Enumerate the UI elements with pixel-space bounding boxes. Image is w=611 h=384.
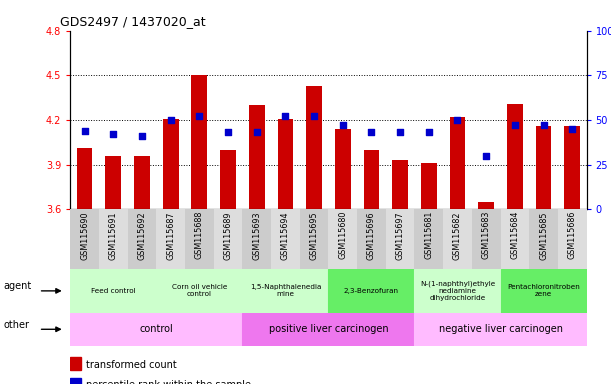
Point — [280, 113, 290, 119]
Bar — [421, 163, 437, 209]
Point — [166, 117, 175, 123]
Text: GSM115681: GSM115681 — [424, 211, 433, 260]
Point — [453, 117, 463, 123]
Text: GSM115687: GSM115687 — [166, 211, 175, 260]
Text: negative liver carcinogen: negative liver carcinogen — [439, 324, 563, 334]
Point — [568, 126, 577, 132]
Point — [194, 113, 204, 119]
Text: positive liver carcinogen: positive liver carcinogen — [269, 324, 388, 334]
Point — [539, 122, 549, 128]
Text: Feed control: Feed control — [91, 288, 136, 294]
Bar — [472, 209, 500, 269]
Text: percentile rank within the sample: percentile rank within the sample — [86, 381, 251, 384]
Text: GSM115688: GSM115688 — [195, 211, 204, 260]
Text: N-(1-naphthyl)ethyle
nediamine
dihydrochloride: N-(1-naphthyl)ethyle nediamine dihydroch… — [420, 281, 495, 301]
Bar — [386, 209, 414, 269]
Text: GSM115689: GSM115689 — [224, 211, 233, 260]
Point — [481, 153, 491, 159]
Bar — [392, 160, 408, 209]
Bar — [156, 209, 185, 269]
Bar — [214, 209, 243, 269]
Bar — [243, 313, 414, 346]
Text: other: other — [4, 320, 29, 330]
Bar — [529, 209, 558, 269]
Bar — [128, 209, 156, 269]
Bar — [500, 209, 529, 269]
Point — [338, 122, 348, 128]
Bar — [134, 156, 150, 209]
Text: GSM115691: GSM115691 — [109, 211, 118, 260]
Text: GSM115694: GSM115694 — [281, 211, 290, 260]
Bar — [335, 129, 351, 209]
Point — [108, 131, 118, 137]
Bar — [243, 269, 328, 313]
Bar — [536, 126, 551, 209]
Bar — [70, 378, 81, 384]
Bar — [414, 269, 500, 313]
Text: GSM115682: GSM115682 — [453, 211, 462, 260]
Text: Pentachloronitroben
zene: Pentachloronitroben zene — [507, 285, 580, 297]
Point — [79, 127, 89, 134]
Bar — [500, 269, 587, 313]
Bar — [191, 75, 207, 209]
Text: GSM115683: GSM115683 — [481, 211, 491, 260]
Text: 1,5-Naphthalenedia
mine: 1,5-Naphthalenedia mine — [250, 285, 321, 297]
Point — [367, 129, 376, 136]
Bar — [364, 150, 379, 209]
Point — [309, 113, 319, 119]
Bar — [106, 156, 121, 209]
Text: 2,3-Benzofuran: 2,3-Benzofuran — [344, 288, 399, 294]
Point — [424, 129, 434, 136]
Bar — [70, 313, 243, 346]
Text: GSM115697: GSM115697 — [395, 211, 404, 260]
Bar — [443, 209, 472, 269]
Point — [510, 122, 520, 128]
Bar — [300, 209, 329, 269]
Bar — [70, 357, 81, 370]
Bar — [163, 119, 178, 209]
Text: GDS2497 / 1437020_at: GDS2497 / 1437020_at — [60, 15, 205, 28]
Bar — [558, 209, 587, 269]
Text: agent: agent — [4, 281, 32, 291]
Bar — [243, 209, 271, 269]
Bar — [99, 209, 128, 269]
Bar — [220, 150, 236, 209]
Bar — [156, 269, 243, 313]
Bar — [507, 104, 523, 209]
Bar — [357, 209, 386, 269]
Bar — [414, 313, 587, 346]
Point — [252, 129, 262, 136]
Bar — [329, 269, 414, 313]
Bar — [70, 269, 156, 313]
Bar — [77, 148, 92, 209]
Text: GSM115693: GSM115693 — [252, 211, 262, 260]
Point — [137, 133, 147, 139]
Text: control: control — [139, 324, 173, 334]
Text: GSM115684: GSM115684 — [510, 211, 519, 260]
Bar — [329, 209, 357, 269]
Bar — [414, 209, 443, 269]
Text: transformed count: transformed count — [86, 360, 177, 370]
Bar — [478, 202, 494, 209]
Text: GSM115685: GSM115685 — [539, 211, 548, 260]
Bar — [249, 105, 265, 209]
Text: Corn oil vehicle
control: Corn oil vehicle control — [172, 285, 227, 297]
Point — [223, 129, 233, 136]
Bar — [565, 126, 580, 209]
Text: GSM115695: GSM115695 — [310, 211, 318, 260]
Text: GSM115696: GSM115696 — [367, 211, 376, 260]
Bar — [70, 209, 99, 269]
Point — [395, 129, 405, 136]
Text: GSM115686: GSM115686 — [568, 211, 577, 260]
Bar — [277, 119, 293, 209]
Bar — [306, 86, 322, 209]
Bar — [271, 209, 300, 269]
Bar — [185, 209, 214, 269]
Text: GSM115680: GSM115680 — [338, 211, 347, 260]
Text: GSM115692: GSM115692 — [137, 211, 147, 260]
Text: GSM115690: GSM115690 — [80, 211, 89, 260]
Bar — [450, 117, 466, 209]
